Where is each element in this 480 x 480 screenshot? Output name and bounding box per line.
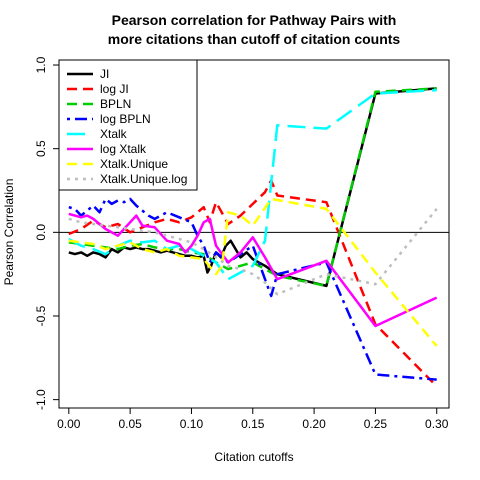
legend-label: Xtalk.Unique <box>100 157 168 171</box>
x-tick-label: 0.10 <box>180 417 204 431</box>
y-tick-label: 0.0 <box>34 224 48 241</box>
legend-label: Xtalk.Unique.log <box>100 172 187 186</box>
y-tick-label: 0.5 <box>34 140 48 157</box>
x-tick-label: 0.15 <box>241 417 265 431</box>
legend-label: log BPLN <box>100 112 151 126</box>
legend-label: JI <box>100 67 109 81</box>
y-axis: -1.0 -0.5 0.0 0.5 1.0 <box>34 56 59 410</box>
y-tick-label: -0.5 <box>34 305 48 326</box>
y-tick-label: -1.0 <box>34 389 48 410</box>
x-tick-label: 0.05 <box>118 417 142 431</box>
chart-title-line-2: more citations than cutoff of citation c… <box>108 31 401 47</box>
x-tick-label: 0.20 <box>302 417 326 431</box>
series-line-xtalk-unique <box>68 197 438 347</box>
series-line-log-ji <box>68 179 438 388</box>
series-line-log-xtalk <box>68 212 438 328</box>
series-layer <box>68 87 438 388</box>
legend-label: BPLN <box>100 97 131 111</box>
series-line-xtalk <box>68 88 437 281</box>
x-axis: 0.00 0.05 0.10 0.15 0.20 0.25 0.30 <box>57 408 449 431</box>
plot-frame <box>58 59 450 409</box>
x-tick-label: 0.00 <box>57 417 81 431</box>
y-axis-label: Pearson Correlation <box>2 179 16 286</box>
legend-label: Xtalk <box>100 127 128 141</box>
legend-label: log JI <box>100 82 129 96</box>
series-line-xtalk-unique-log <box>68 208 438 296</box>
chart-title-line-1: Pearson correlation for Pathway Pairs wi… <box>112 12 397 28</box>
series-line-log-bpln <box>68 197 437 381</box>
x-tick-label: 0.30 <box>425 417 449 431</box>
x-axis-label: Citation cutoffs <box>214 450 293 464</box>
legend-box <box>58 59 198 191</box>
y-tick-label: 1.0 <box>34 56 48 73</box>
legend-label: log Xtalk <box>100 142 147 156</box>
x-tick-label: 0.25 <box>364 417 388 431</box>
